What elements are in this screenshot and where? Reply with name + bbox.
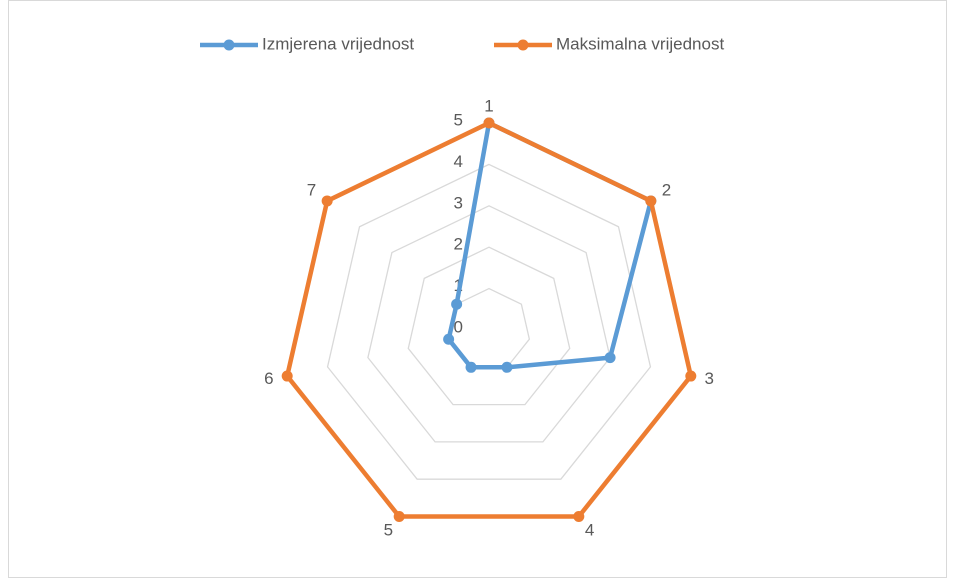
category-label: 3: [704, 369, 713, 388]
grid-ring: [367, 205, 611, 443]
legend-marker: [223, 39, 235, 51]
data-point: [281, 370, 293, 382]
data-point: [501, 361, 513, 373]
data-point: [645, 195, 657, 207]
legend-marker: [517, 39, 529, 51]
category-label: 7: [307, 180, 316, 199]
grid-ring: [407, 246, 571, 406]
legend-label: Maksimalna vrijednost: [556, 34, 724, 53]
chart-frame: [8, 0, 947, 578]
category-label: 1: [484, 96, 493, 115]
series-line: [446, 120, 654, 370]
category-label: 4: [585, 520, 594, 539]
category-label: 5: [384, 520, 393, 539]
grid-ring: [326, 163, 652, 480]
category-label: 2: [662, 180, 671, 199]
radial-tick-label: 2: [454, 235, 463, 254]
data-point: [451, 298, 463, 310]
data-point: [465, 361, 477, 373]
radial-tick-label: 0: [454, 317, 463, 336]
radial-tick-label: 4: [454, 152, 463, 171]
data-point: [443, 333, 455, 345]
legend-label: Izmjerena vrijednost: [262, 34, 414, 53]
data-point: [685, 370, 697, 382]
radial-tick-label: 3: [454, 193, 463, 212]
category-label: 6: [264, 369, 273, 388]
data-point: [321, 195, 333, 207]
data-point: [483, 117, 495, 129]
data-point: [393, 511, 405, 523]
data-point: [604, 352, 616, 364]
radial-tick-label: 5: [454, 110, 463, 129]
series-line: [284, 120, 694, 519]
data-point: [573, 511, 585, 523]
